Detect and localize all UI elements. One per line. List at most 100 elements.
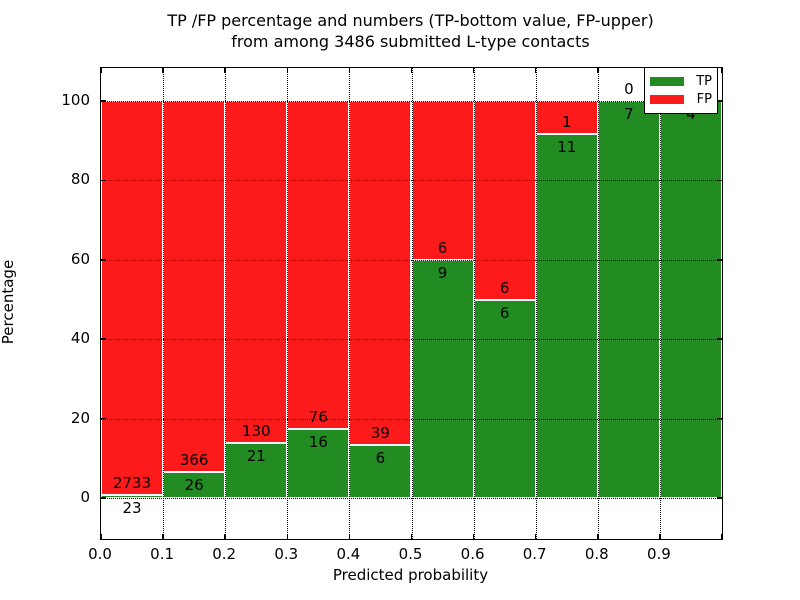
x-tick-label: 0.6: [460, 545, 485, 563]
fp-count-label: 2733: [112, 473, 152, 492]
tp-count-label: 7: [624, 105, 634, 123]
tp-count-label: 23: [122, 498, 142, 517]
tp-count-label: 6: [499, 303, 510, 322]
horizontal-gridline: [101, 339, 722, 341]
x-tick-mark: [286, 534, 289, 539]
y-tick-mark: [717, 179, 722, 182]
bar-segment-fp: [473, 101, 536, 300]
bar-segment-fp: [163, 101, 226, 472]
vertical-gridline: [225, 68, 227, 539]
bar-segment-fp: [225, 101, 288, 443]
fp-count-label: 1: [561, 113, 572, 132]
chart-title-line2: from among 3486 submitted L-type contact…: [231, 32, 590, 51]
fp-count-label: 366: [179, 450, 209, 469]
bar-segment-tp: [473, 299, 536, 498]
y-tick-mark: [717, 259, 722, 261]
y-tick-mark: [101, 417, 106, 420]
x-tick-label: 0.7: [522, 545, 547, 563]
x-tick-mark: [410, 68, 413, 73]
chart-title: TP /FP percentage and numbers (TP-bottom…: [100, 10, 721, 52]
x-tick-mark: [410, 534, 413, 539]
tp-color-swatch: [650, 76, 684, 86]
bar-segment-fp: [349, 101, 412, 446]
y-tick-mark: [717, 497, 722, 499]
y-tick-label: 40: [70, 329, 90, 348]
y-tick-mark: [101, 338, 106, 340]
vertical-gridline: [535, 68, 537, 539]
fp-count-label: 6: [499, 278, 510, 297]
vertical-gridline: [287, 68, 289, 539]
fp-count-label: 130: [241, 421, 271, 440]
bar-segment-tp: [659, 101, 722, 498]
x-tick-mark: [597, 68, 599, 73]
horizontal-gridline: [101, 101, 722, 102]
bar-segment-tp: [287, 428, 350, 498]
fp-count-label: 0: [624, 80, 634, 98]
x-tick-mark: [286, 68, 289, 73]
x-tick-label: 0.8: [584, 545, 609, 563]
x-tick-label: 0.0: [88, 545, 112, 563]
bar-segment-tp: [101, 494, 164, 498]
fp-color-swatch: [650, 95, 684, 105]
tp-count-label: 26: [184, 475, 204, 494]
tp-count-label: 9: [437, 263, 448, 282]
tp-count-label: 16: [308, 432, 328, 451]
y-tick-label: 60: [70, 249, 90, 268]
bar-segment-tp: [535, 134, 598, 498]
bar-segment-fp: [287, 101, 350, 429]
bar-segment-tp: [163, 471, 226, 498]
legend-item-fp: FP: [650, 92, 712, 107]
y-axis-label: Percentage: [0, 259, 17, 345]
x-tick-label: 0.3: [274, 545, 299, 563]
vertical-gridline: [473, 68, 475, 539]
horizontal-gridline: [101, 180, 722, 182]
bar-segment-tp: [597, 101, 660, 498]
x-tick-mark: [100, 68, 102, 73]
vertical-gridline: [659, 68, 661, 539]
legend-label-fp: FP: [696, 92, 712, 108]
x-tick-mark: [534, 534, 537, 539]
y-tick-mark: [717, 100, 722, 102]
y-tick-mark: [101, 259, 106, 261]
fp-count-label: 6: [437, 238, 448, 257]
horizontal-gridline: [101, 498, 722, 499]
y-tick-label: 80: [70, 170, 90, 189]
horizontal-gridline: [101, 259, 722, 261]
x-tick-label: 0.9: [646, 545, 671, 563]
legend-label-tp: TP: [696, 73, 712, 89]
x-tick-mark: [348, 534, 351, 539]
x-tick-mark: [534, 68, 537, 73]
x-tick-mark: [162, 534, 164, 539]
tp-count-label: 21: [246, 446, 266, 465]
y-tick-label: 100: [61, 91, 90, 109]
horizontal-gridline: [101, 418, 722, 420]
vertical-gridline: [597, 68, 599, 539]
bar-segment-tp: [349, 445, 412, 498]
y-tick-mark: [101, 100, 106, 102]
fp-count-label: 39: [370, 424, 390, 443]
y-tick-mark: [101, 179, 106, 182]
bar-segment-fp: [101, 101, 164, 495]
tp-count-label: 4: [686, 105, 696, 123]
x-tick-mark: [597, 534, 599, 539]
legend: TP FP: [644, 67, 718, 114]
x-tick-mark: [348, 68, 351, 73]
y-tick-label: 0: [80, 488, 90, 506]
fp-count-label: 76: [308, 407, 328, 426]
x-tick-mark: [162, 68, 164, 73]
vertical-gridline: [163, 68, 165, 539]
x-tick-mark: [472, 534, 475, 539]
tp-count-label: 11: [557, 138, 577, 157]
y-tick-mark: [101, 497, 106, 499]
y-tick-label: 20: [70, 408, 90, 427]
y-tick-mark: [717, 417, 722, 420]
x-tick-mark: [721, 68, 723, 73]
vertical-gridline: [411, 68, 413, 539]
x-tick-mark: [472, 68, 475, 73]
x-tick-mark: [224, 68, 226, 73]
x-tick-mark: [659, 534, 661, 539]
x-tick-mark: [100, 534, 102, 539]
y-tick-mark: [717, 338, 722, 340]
x-tick-mark: [224, 534, 226, 539]
x-tick-label: 0.5: [398, 545, 423, 563]
